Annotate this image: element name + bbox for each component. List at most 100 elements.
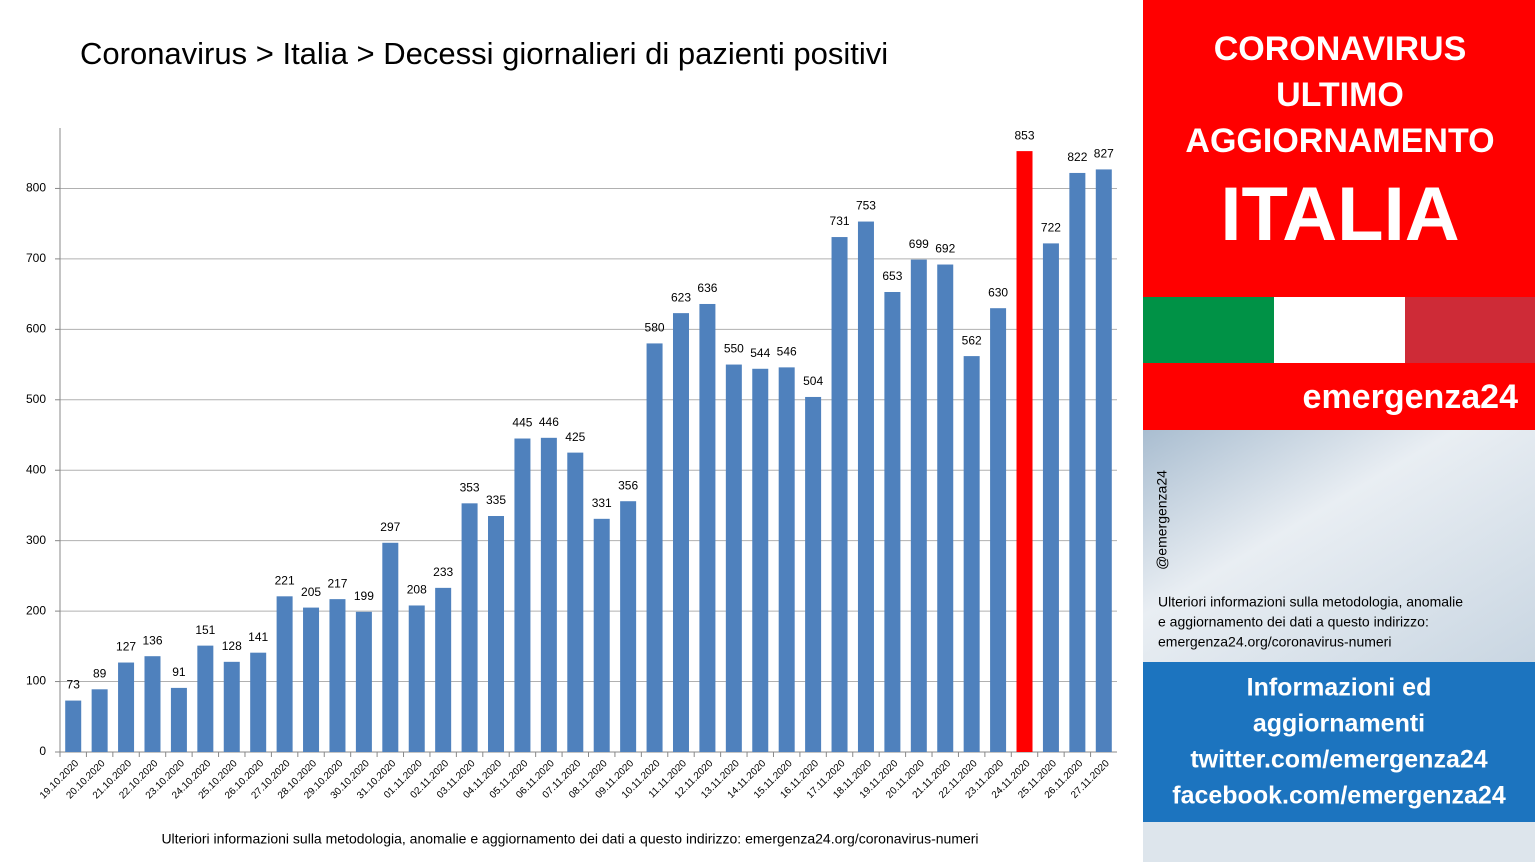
- value-label: 205: [301, 585, 321, 599]
- value-label: 653: [882, 269, 902, 283]
- bar: [567, 452, 584, 752]
- y-tick-label: 800: [26, 181, 46, 195]
- value-label: 297: [380, 520, 400, 534]
- bar: [408, 605, 425, 752]
- value-label: 544: [750, 346, 770, 360]
- sidebar: CORONAVIRUS ULTIMO AGGIORNAMENTO ITALIA …: [1143, 0, 1535, 862]
- y-tick-label: 0: [39, 744, 46, 758]
- bar: [1095, 169, 1112, 752]
- bar: [593, 518, 610, 752]
- brand-box: [1143, 363, 1535, 430]
- bar: [197, 645, 214, 752]
- value-label: 580: [645, 321, 665, 335]
- y-tick-label: 600: [26, 322, 46, 336]
- value-label: 141: [248, 630, 268, 644]
- value-label: 827: [1094, 147, 1114, 161]
- header-line: AGGIORNAMENTO: [1185, 122, 1494, 160]
- bar: [65, 700, 82, 752]
- bar: [303, 607, 320, 752]
- value-label: 731: [830, 214, 850, 228]
- bar: [672, 313, 689, 752]
- value-label: 356: [618, 478, 638, 492]
- value-label: 233: [433, 565, 453, 579]
- info-line: e aggiornamento dei dati a questo indiri…: [1158, 614, 1429, 630]
- image-area: [1143, 430, 1535, 662]
- y-tick-label: 400: [26, 462, 46, 476]
- value-label: 692: [935, 242, 955, 256]
- value-label: 562: [962, 333, 982, 347]
- bar: [461, 503, 478, 752]
- value-label: 136: [142, 633, 162, 647]
- chart-title: Coronavirus > Italia > Decessi giornalie…: [80, 36, 888, 71]
- bar: [778, 367, 795, 752]
- bar: [488, 516, 505, 752]
- value-label: 221: [275, 573, 295, 587]
- bar: [752, 368, 769, 752]
- bar: [170, 687, 187, 752]
- value-label: 91: [172, 665, 186, 679]
- header-line: ULTIMO: [1276, 76, 1404, 114]
- bar: [91, 689, 108, 752]
- bar: [540, 437, 557, 752]
- value-label: 550: [724, 342, 744, 356]
- value-label: 853: [1014, 128, 1034, 142]
- value-label: 89: [93, 666, 107, 680]
- bar: [382, 542, 399, 752]
- info-line: emergenza24.org/coronavirus-numeri: [1158, 634, 1391, 650]
- value-label: 445: [512, 416, 532, 430]
- value-label: 822: [1067, 150, 1087, 164]
- info-line: Ulteriori informazioni sulla metodologia…: [1158, 594, 1463, 610]
- footnote: Ulteriori informazioni sulla metodologia…: [161, 831, 978, 847]
- bar: [250, 652, 267, 752]
- contact-line: aggiornamenti: [1253, 710, 1425, 738]
- y-tick-label: 500: [26, 392, 46, 406]
- bar: [805, 396, 822, 752]
- brand: emergenza24: [1303, 378, 1519, 416]
- country: ITALIA: [1220, 172, 1459, 257]
- value-label: 331: [592, 496, 612, 510]
- flag-white: [1274, 297, 1405, 363]
- bar: [831, 237, 848, 752]
- bar: [620, 501, 637, 752]
- bar: [435, 587, 452, 752]
- value-label: 199: [354, 589, 374, 603]
- value-label: 353: [460, 481, 480, 495]
- bar: [1042, 243, 1059, 752]
- value-label: 425: [565, 430, 585, 444]
- value-label: 208: [407, 583, 427, 597]
- header-box: [1143, 0, 1535, 297]
- bar: [1069, 172, 1086, 753]
- value-label: 73: [67, 678, 81, 692]
- contacts-box: [1143, 662, 1535, 822]
- handle: @emergenza24: [1154, 470, 1170, 570]
- bar: [514, 438, 531, 752]
- flag-green: [1143, 297, 1274, 363]
- bar: [646, 343, 663, 752]
- bar: [910, 259, 927, 752]
- value-label: 623: [671, 290, 691, 304]
- bar: [990, 308, 1007, 752]
- value-label: 446: [539, 415, 559, 429]
- value-label: 151: [195, 623, 215, 637]
- y-tick-label: 700: [26, 251, 46, 265]
- value-label: 127: [116, 640, 136, 654]
- value-label: 335: [486, 493, 506, 507]
- y-tick-label: 100: [26, 674, 46, 688]
- bar: [857, 221, 874, 752]
- value-label: 217: [327, 576, 347, 590]
- value-label: 546: [777, 345, 797, 359]
- bar: [144, 656, 161, 752]
- contact-line: twitter.com/emergenza24: [1190, 746, 1487, 774]
- bar: [884, 291, 901, 752]
- contact-line: Informazioni ed: [1247, 674, 1432, 702]
- value-label: 699: [909, 237, 929, 251]
- y-tick-label: 300: [26, 533, 46, 547]
- flag-red: [1405, 297, 1535, 363]
- bar: [355, 611, 372, 752]
- contact-line: facebook.com/emergenza24: [1172, 782, 1506, 810]
- bar: [937, 264, 954, 752]
- bar: [276, 596, 293, 752]
- value-label: 753: [856, 199, 876, 213]
- bar: [223, 661, 240, 752]
